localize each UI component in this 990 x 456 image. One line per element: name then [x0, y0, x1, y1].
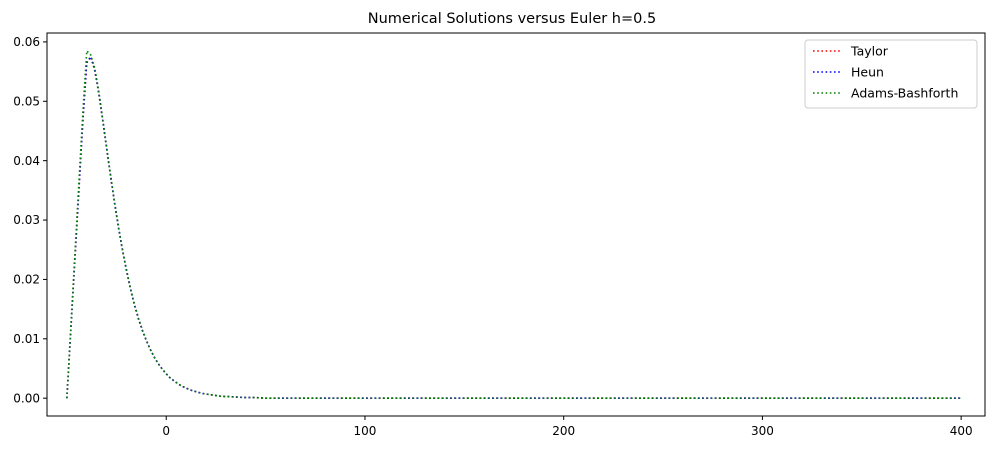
y-tick-label: 0.00	[13, 391, 40, 405]
legend-label: Heun	[851, 65, 884, 80]
x-tick-label: 0	[162, 424, 170, 438]
y-tick-label: 0.03	[13, 213, 40, 227]
y-tick-label: 0.06	[13, 35, 40, 49]
y-axis: 0.00 0.01 0.02 0.03 0.04 0.05 0.06	[13, 35, 47, 405]
y-tick-label: 0.05	[13, 94, 40, 108]
y-tick-label: 0.04	[13, 154, 40, 168]
y-tick-label: 0.01	[13, 332, 40, 346]
legend-box	[804, 39, 978, 109]
legend-label: Taylor	[850, 44, 889, 59]
x-tick-label: 400	[950, 424, 973, 438]
chart-title: Numerical Solutions versus Euler h=0.5	[368, 11, 656, 27]
x-tick-label: 100	[354, 424, 377, 438]
x-tick-label: 300	[751, 424, 774, 438]
y-tick-label: 0.02	[13, 273, 40, 287]
legend-label: Adams-Bashforth	[851, 86, 958, 101]
x-axis: 0 100 200 300 400	[162, 416, 973, 438]
x-tick-label: 200	[552, 424, 575, 438]
plot-frame	[46, 32, 986, 417]
legend: Taylor Heun Adams-Bashforth	[804, 39, 978, 109]
